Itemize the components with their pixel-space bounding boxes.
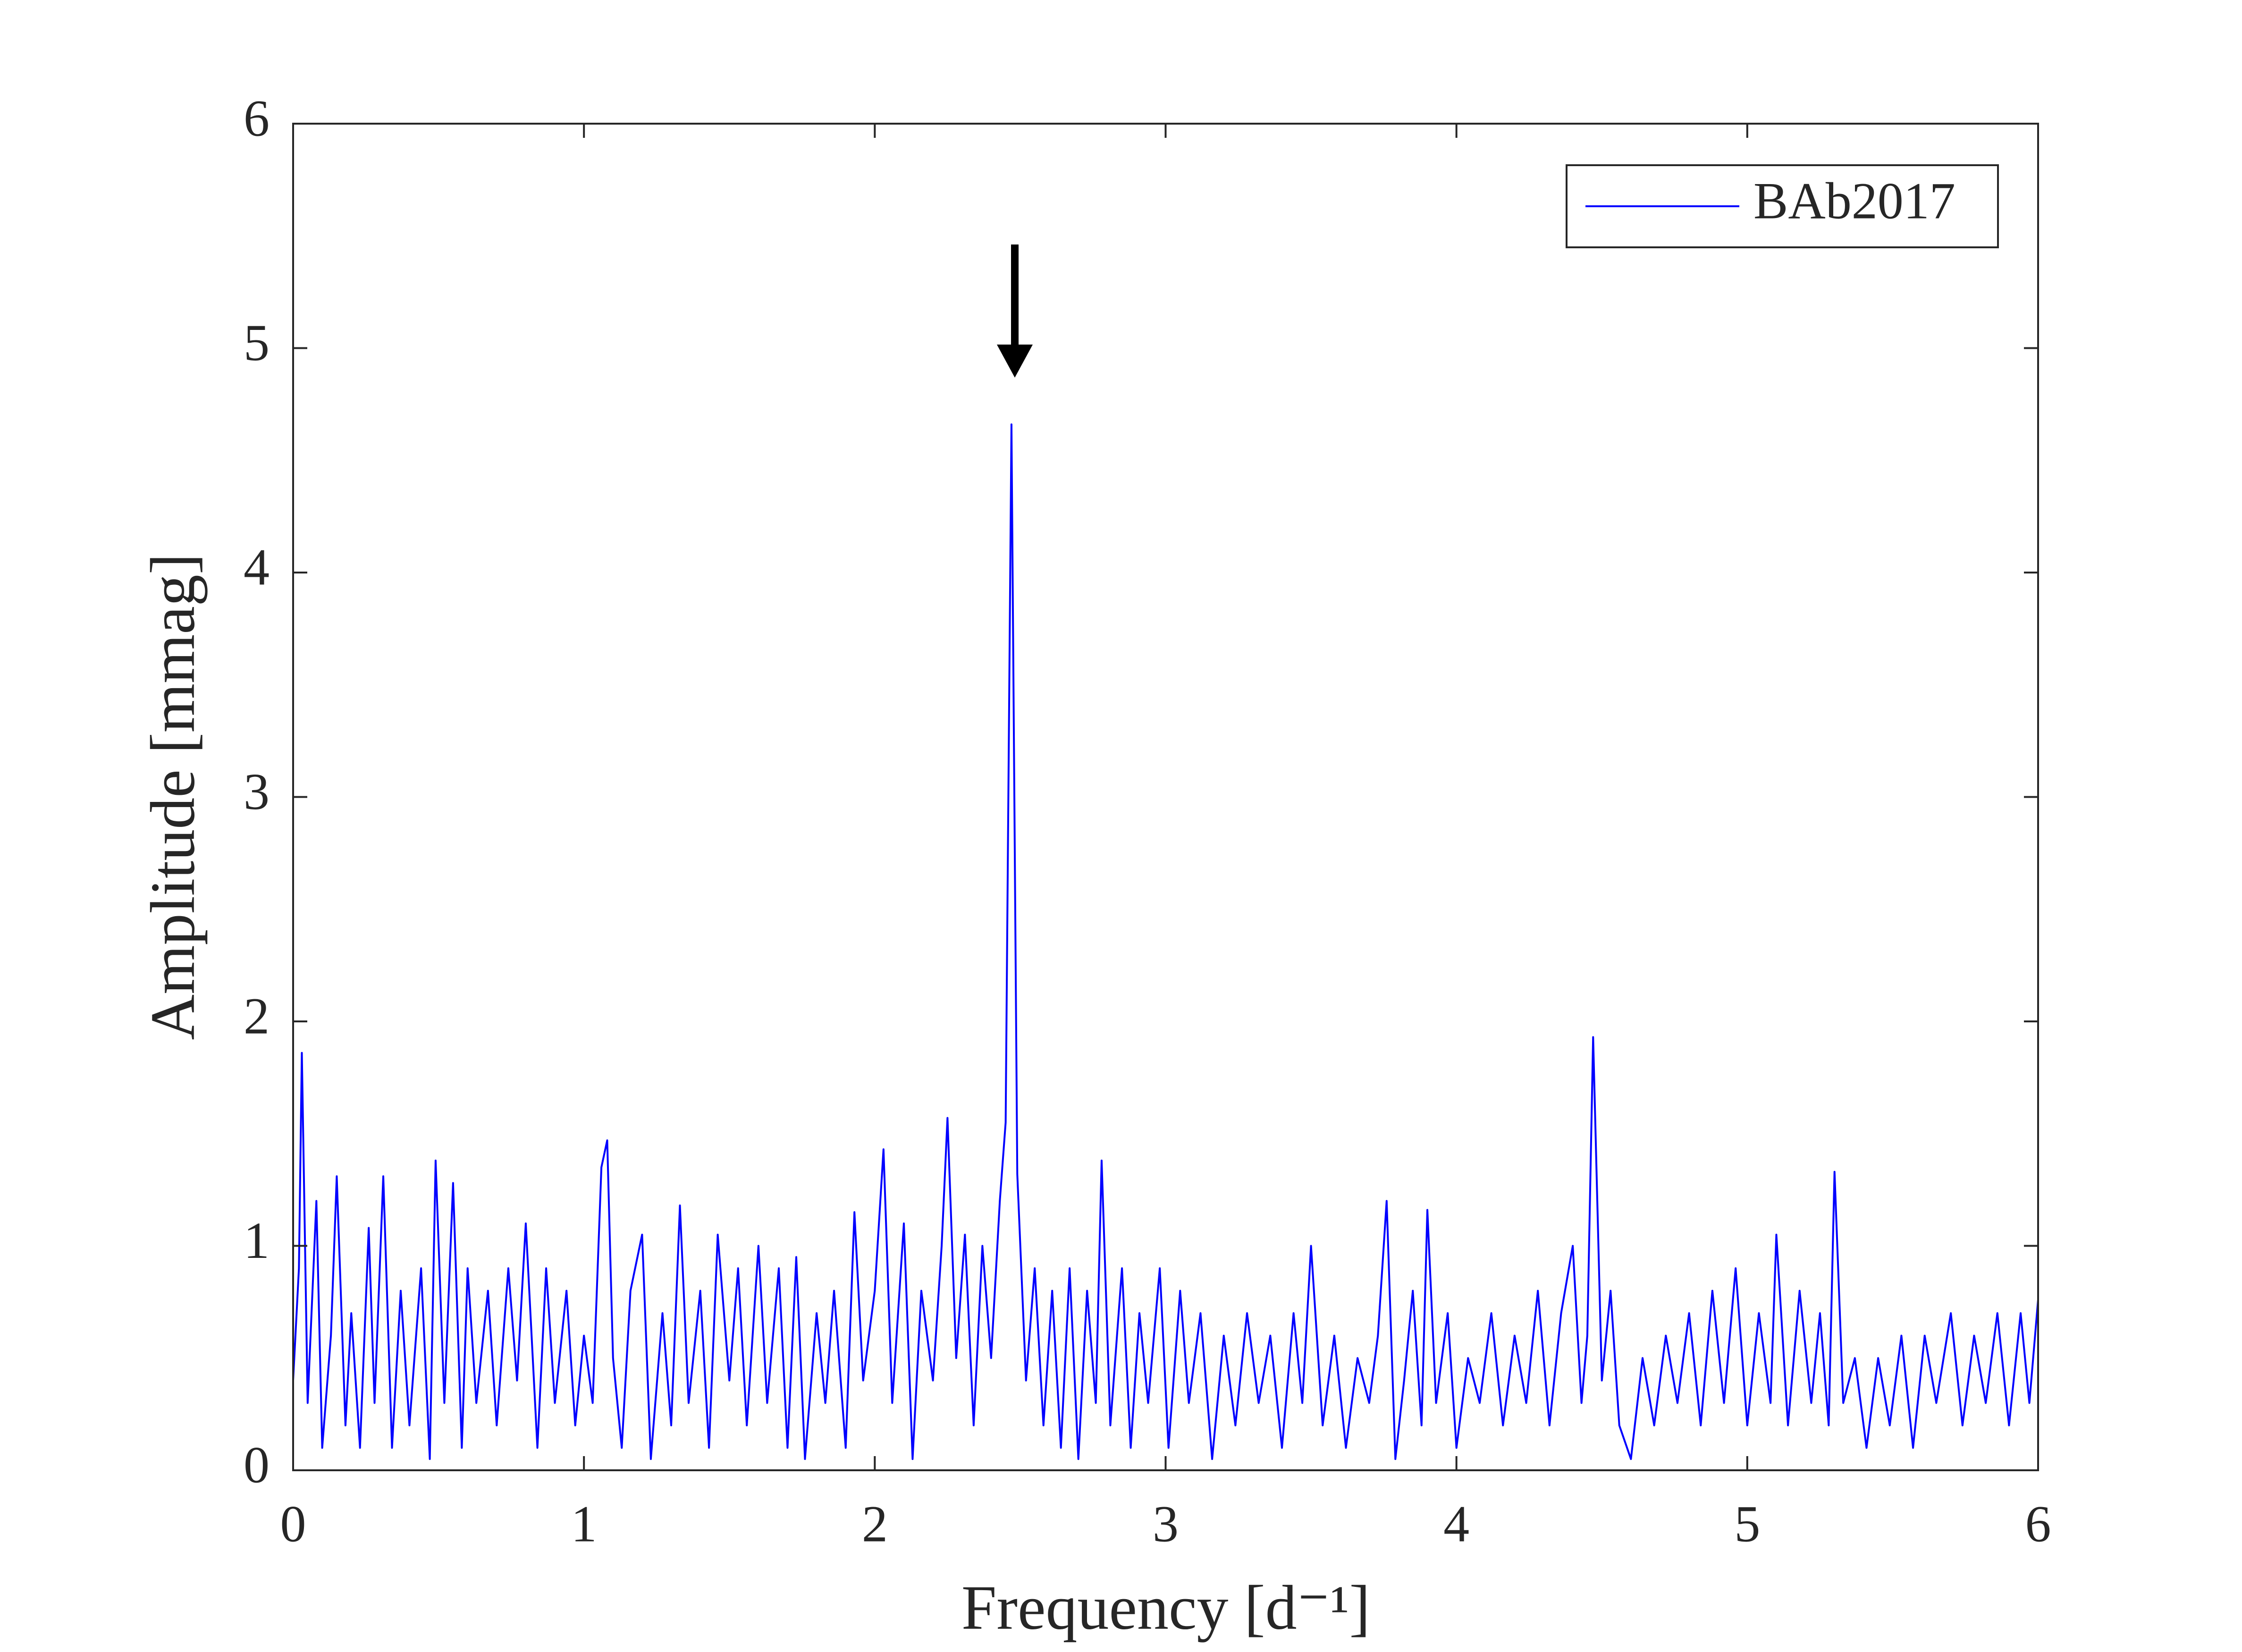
y-tick-label: 3	[244, 763, 270, 820]
y-tick-label: 1	[244, 1212, 270, 1269]
arrow	[997, 244, 1033, 378]
y-tick-label: 5	[244, 314, 270, 371]
legend-label: BAb2017	[1753, 172, 1955, 229]
x-tick-label: 1	[571, 1495, 597, 1552]
arrow-head	[997, 345, 1033, 378]
x-axis-label: Frequency [d⁻¹]	[961, 1573, 1370, 1643]
x-tick-label: 4	[1443, 1495, 1469, 1552]
x-tick-label: 3	[1153, 1495, 1179, 1552]
legend-box	[1566, 164, 1999, 248]
y-tick-label: 6	[244, 89, 270, 147]
y-axis-label: Amplitude [mmag]	[138, 554, 208, 1040]
x-tick-label: 6	[2025, 1495, 2051, 1552]
data-line	[292, 423, 2039, 1460]
x-tick-label: 2	[862, 1495, 888, 1552]
legend: BAb2017	[1566, 164, 1999, 248]
x-tick-label: 5	[1734, 1495, 1760, 1552]
y-tick-label: 2	[244, 987, 270, 1045]
x-tick-label: 0	[280, 1495, 306, 1552]
y-tick-label: 0	[244, 1436, 270, 1493]
y-tick-label: 4	[244, 538, 270, 596]
